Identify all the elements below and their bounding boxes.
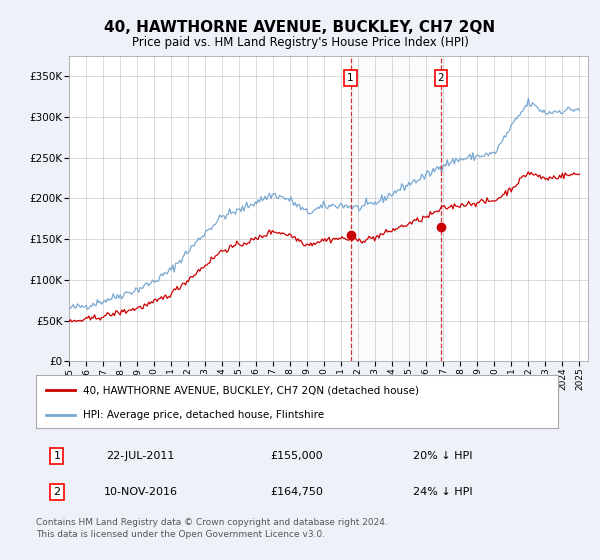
Text: 20% ↓ HPI: 20% ↓ HPI <box>413 451 473 461</box>
Text: £155,000: £155,000 <box>271 451 323 461</box>
Text: 1: 1 <box>53 451 61 461</box>
Text: 10-NOV-2016: 10-NOV-2016 <box>103 487 178 497</box>
Text: 2: 2 <box>53 487 61 497</box>
Text: Price paid vs. HM Land Registry's House Price Index (HPI): Price paid vs. HM Land Registry's House … <box>131 36 469 49</box>
Text: 40, HAWTHORNE AVENUE, BUCKLEY, CH7 2QN (detached house): 40, HAWTHORNE AVENUE, BUCKLEY, CH7 2QN (… <box>83 385 419 395</box>
Text: 40, HAWTHORNE AVENUE, BUCKLEY, CH7 2QN: 40, HAWTHORNE AVENUE, BUCKLEY, CH7 2QN <box>104 20 496 35</box>
Text: 2: 2 <box>437 73 444 83</box>
Text: 24% ↓ HPI: 24% ↓ HPI <box>413 487 473 497</box>
Text: 22-JUL-2011: 22-JUL-2011 <box>106 451 175 461</box>
Text: Contains HM Land Registry data © Crown copyright and database right 2024.
This d: Contains HM Land Registry data © Crown c… <box>36 518 388 539</box>
Text: HPI: Average price, detached house, Flintshire: HPI: Average price, detached house, Flin… <box>83 410 324 420</box>
Text: 1: 1 <box>347 73 354 83</box>
Text: £164,750: £164,750 <box>271 487 323 497</box>
Bar <box>350 56 441 361</box>
